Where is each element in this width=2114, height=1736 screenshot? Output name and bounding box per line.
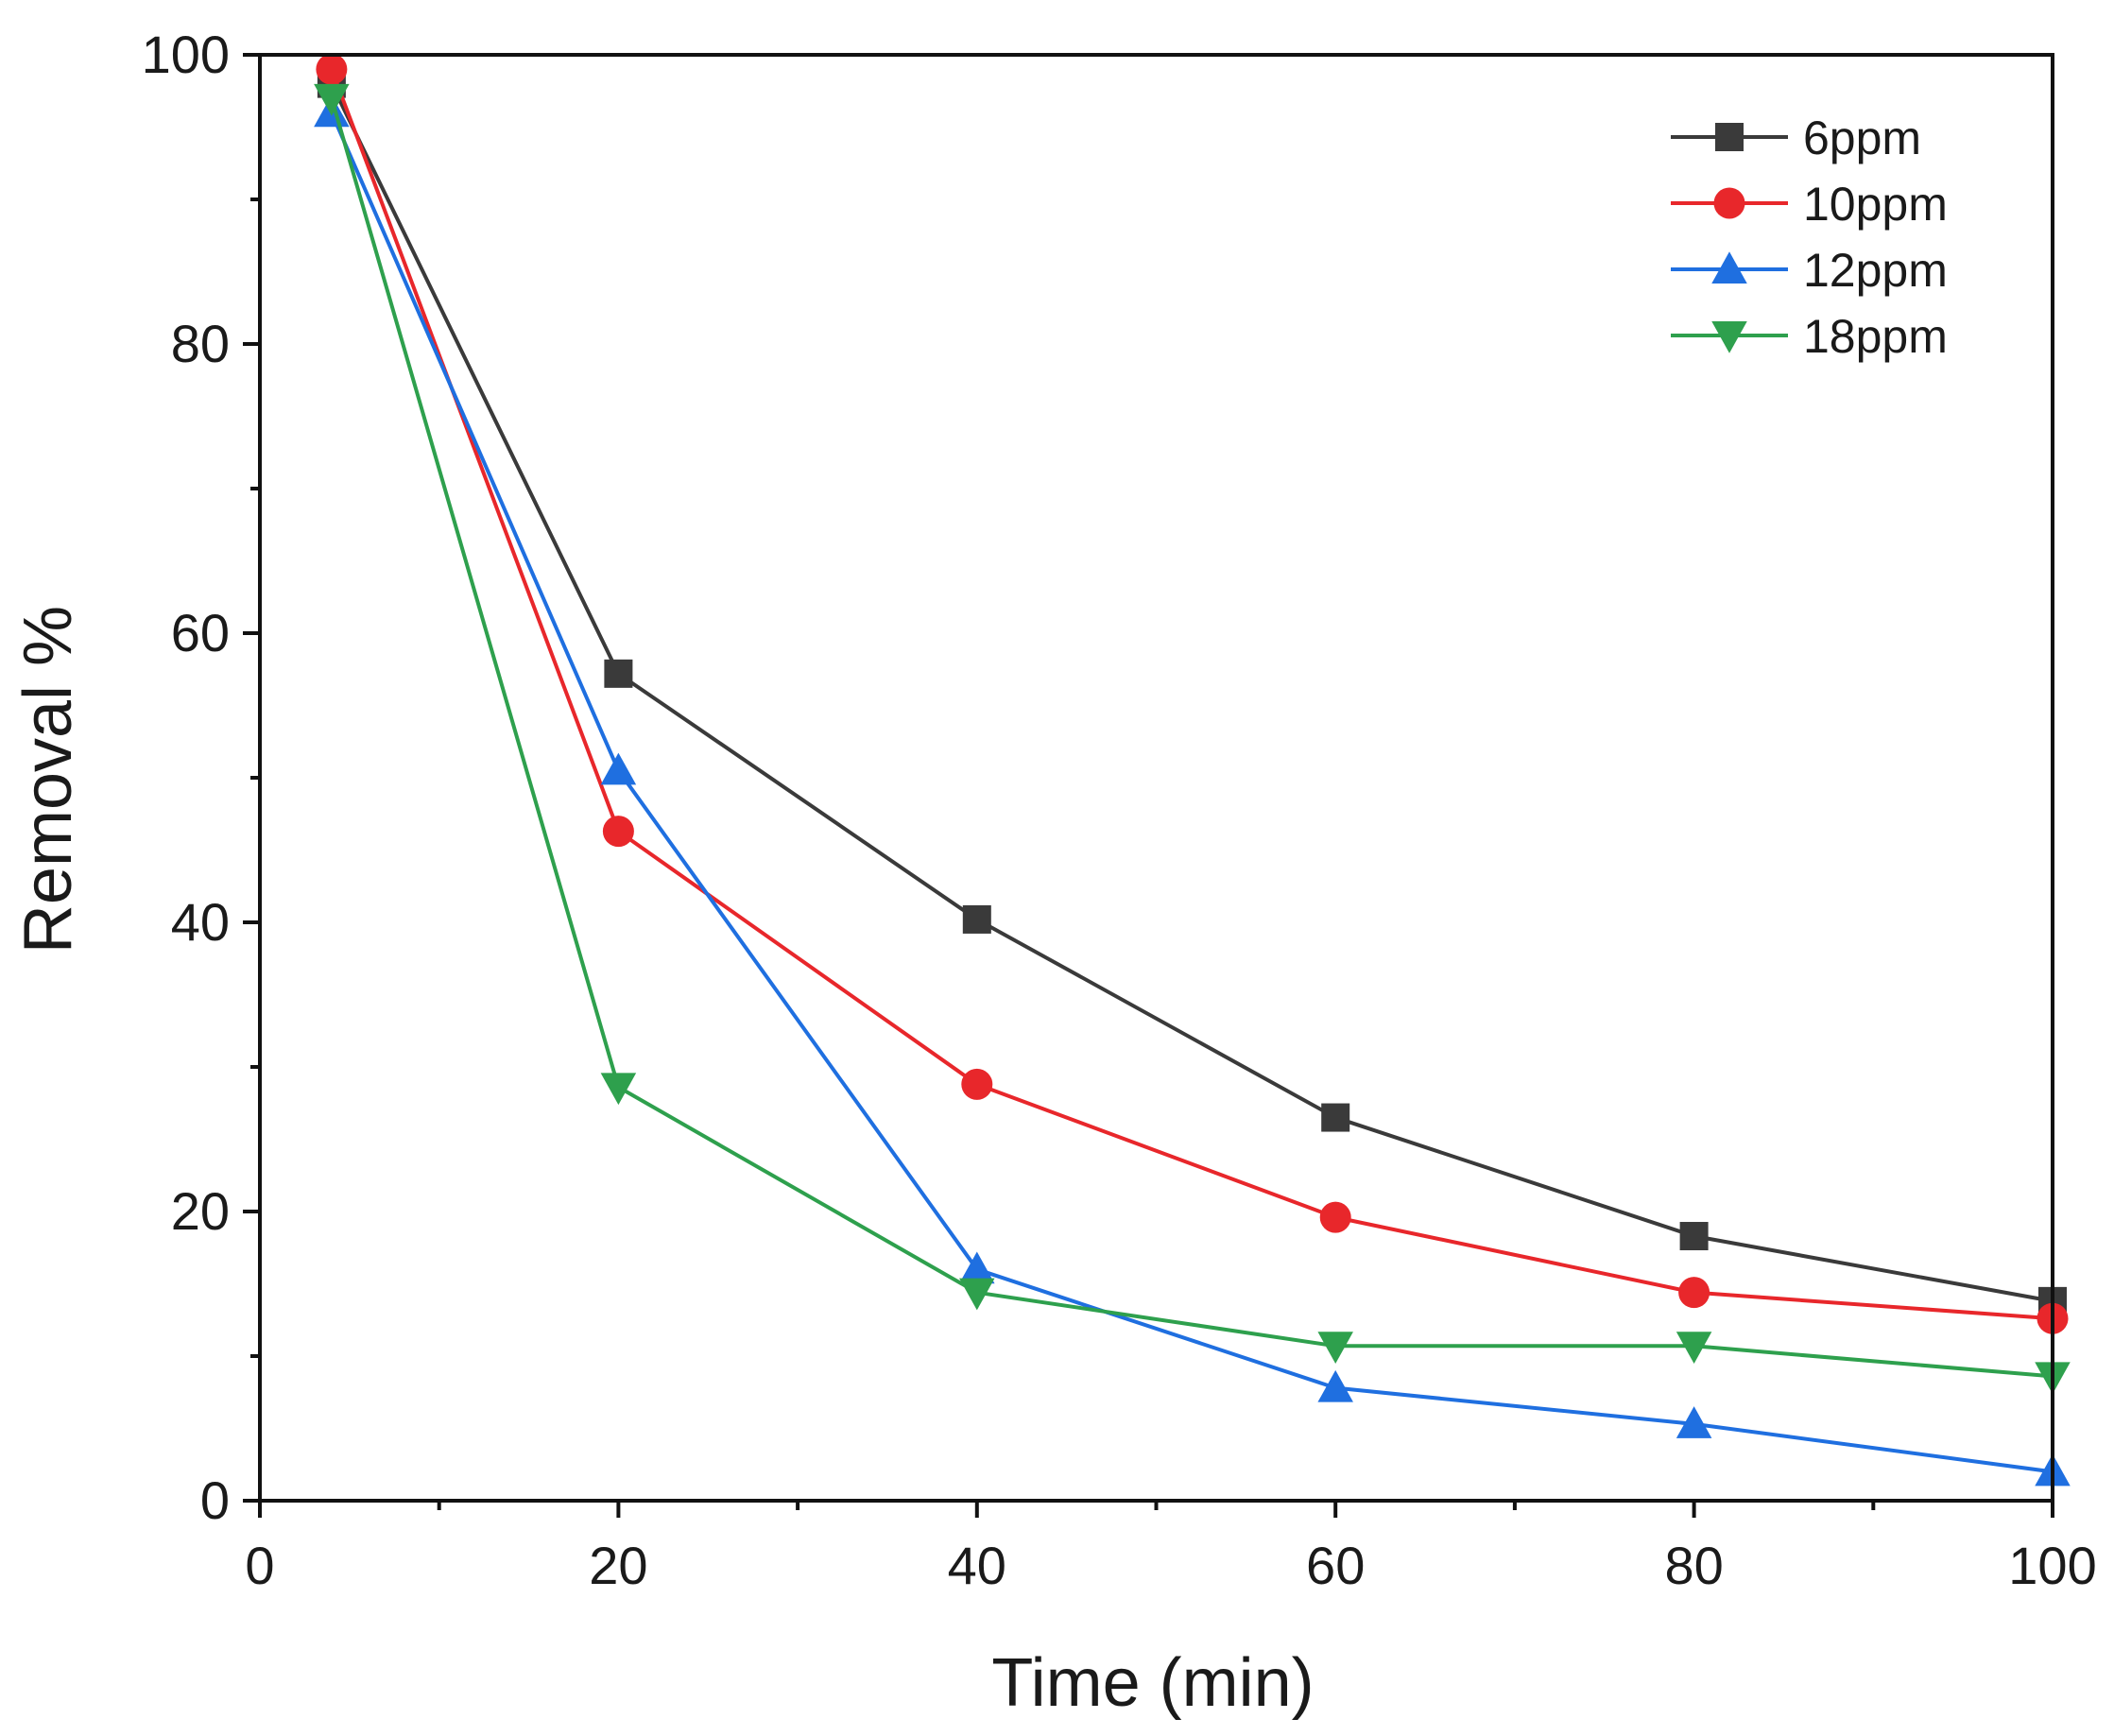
y-tick-label: 20 (171, 1181, 230, 1241)
legend-label: 10ppm (1803, 178, 1948, 231)
data-point-10ppm (1319, 1201, 1351, 1233)
data-point-18ppm (600, 1073, 637, 1106)
legend-marker (1713, 187, 1745, 219)
series-18ppm (314, 83, 2071, 1395)
series-line-12ppm (330, 112, 2054, 1474)
data-point-10ppm (1678, 1277, 1710, 1309)
y-axis-title: Removal % (10, 606, 86, 954)
y-tick-label: 100 (142, 25, 230, 84)
legend-label: 6ppm (1803, 112, 1921, 164)
series-line-18ppm (329, 97, 2054, 1379)
y-tick-label: 0 (200, 1470, 230, 1530)
legend-item-18ppm: 18ppm (1671, 310, 1948, 363)
legend-item-12ppm: 12ppm (1671, 244, 1948, 297)
legend: 6ppm 10ppm 12ppm 18ppm (1671, 112, 1948, 363)
data-point-18ppm (314, 83, 350, 116)
legend-marker (1715, 123, 1744, 151)
series-line-6ppm (330, 82, 2054, 1303)
series-12ppm (314, 95, 2071, 1487)
plot-area (314, 53, 2071, 1487)
data-point-10ppm (602, 816, 634, 848)
data-point-12ppm (600, 752, 637, 785)
data-point-18ppm (959, 1278, 995, 1311)
data-point-10ppm (961, 1068, 993, 1100)
x-tick-label: 80 (1664, 1536, 1723, 1595)
data-point-6ppm (604, 659, 633, 688)
series-line-10ppm (330, 68, 2054, 1321)
series-10ppm (316, 53, 2069, 1334)
data-point-12ppm (1317, 1369, 1353, 1402)
data-point-18ppm (1676, 1332, 1712, 1365)
legend-marker (1711, 321, 1747, 353)
data-point-12ppm (959, 1251, 995, 1284)
data-point-12ppm (1676, 1406, 1712, 1438)
x-tick-label: 20 (589, 1536, 647, 1595)
y-tick-label: 80 (171, 314, 230, 373)
data-point-6ppm (1321, 1103, 1350, 1132)
legend-item-10ppm: 10ppm (1671, 178, 1948, 231)
data-point-6ppm (962, 904, 991, 934)
legend-label: 12ppm (1803, 244, 1948, 297)
x-axis-title: Time (min) (991, 1645, 1314, 1721)
x-tick-label: 0 (245, 1536, 274, 1595)
x-tick-label: 100 (2008, 1536, 2096, 1595)
x-tick-label: 60 (1306, 1536, 1365, 1595)
legend-item-6ppm: 6ppm (1671, 112, 1921, 164)
x-tick-label: 40 (948, 1536, 1006, 1595)
y-tick-label: 40 (171, 892, 230, 952)
data-point-18ppm (1317, 1332, 1353, 1365)
y-tick-label: 60 (171, 603, 230, 662)
axes: 0 20 40 60 80 100 0 20 40 60 80 100 (142, 25, 2097, 1595)
legend-label: 18ppm (1803, 310, 1948, 363)
legend-marker (1711, 251, 1747, 284)
data-point-6ppm (1679, 1222, 1709, 1251)
data-point-10ppm (316, 53, 348, 85)
